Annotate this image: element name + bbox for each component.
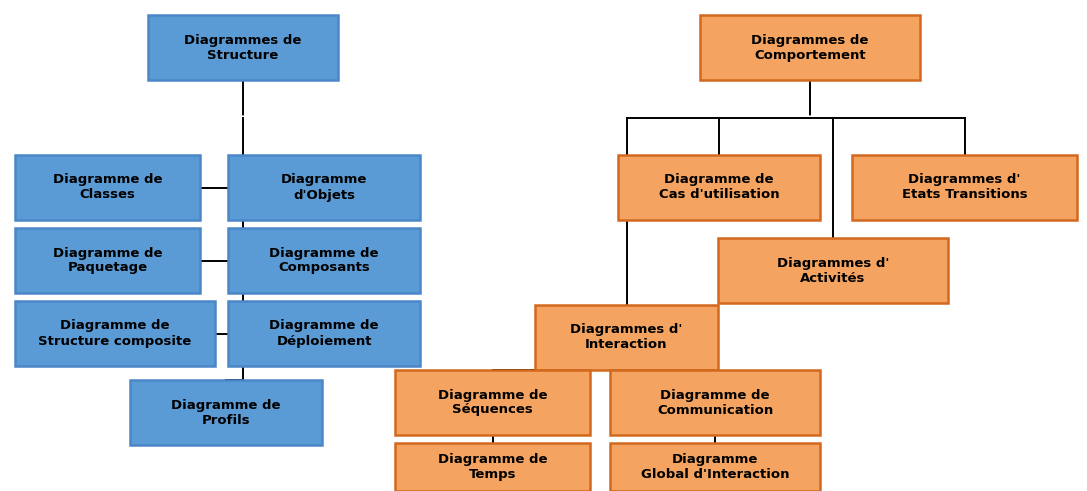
Text: Diagramme de
Classes: Diagramme de Classes — [53, 173, 162, 201]
Bar — [610, 443, 820, 491]
Bar — [228, 228, 420, 293]
Text: Diagramme de
Paquetage: Diagramme de Paquetage — [53, 246, 162, 274]
Text: Diagramme de
Composants: Diagramme de Composants — [270, 246, 378, 274]
Text: Diagramme de
Temps: Diagramme de Temps — [438, 453, 547, 481]
Text: Diagramme de
Cas d'utilisation: Diagramme de Cas d'utilisation — [659, 173, 779, 201]
Bar — [395, 370, 590, 435]
Text: Diagrammes d'
Activités: Diagrammes d' Activités — [777, 256, 889, 284]
Bar — [535, 305, 719, 370]
Bar — [395, 443, 590, 491]
Text: Diagrammes de
Comportement: Diagrammes de Comportement — [751, 33, 869, 61]
Bar — [15, 301, 215, 366]
Bar — [148, 15, 338, 80]
Text: Diagrammes de
Structure: Diagrammes de Structure — [185, 33, 302, 61]
Bar — [15, 228, 200, 293]
Text: Diagramme de
Structure composite: Diagramme de Structure composite — [38, 320, 191, 348]
Text: Diagramme de
Profils: Diagramme de Profils — [172, 399, 280, 427]
Text: Diagramme
Global d'Interaction: Diagramme Global d'Interaction — [640, 453, 789, 481]
Text: Diagrammes d'
Etats Transitions: Diagrammes d' Etats Transitions — [902, 173, 1027, 201]
Bar — [719, 238, 948, 303]
Text: Diagramme de
Déploiement: Diagramme de Déploiement — [270, 320, 378, 348]
Bar — [228, 301, 420, 366]
Bar — [700, 15, 920, 80]
Bar — [619, 155, 820, 220]
Bar — [130, 380, 322, 445]
Bar — [228, 155, 420, 220]
Bar — [15, 155, 200, 220]
Text: Diagrammes d'
Interaction: Diagrammes d' Interaction — [571, 324, 683, 352]
Text: Diagramme de
Communication: Diagramme de Communication — [657, 388, 773, 416]
Bar — [852, 155, 1077, 220]
Text: Diagramme
d'Objets: Diagramme d'Objets — [280, 173, 367, 201]
Bar — [610, 370, 820, 435]
Text: Diagramme de
Séquences: Diagramme de Séquences — [438, 388, 547, 416]
